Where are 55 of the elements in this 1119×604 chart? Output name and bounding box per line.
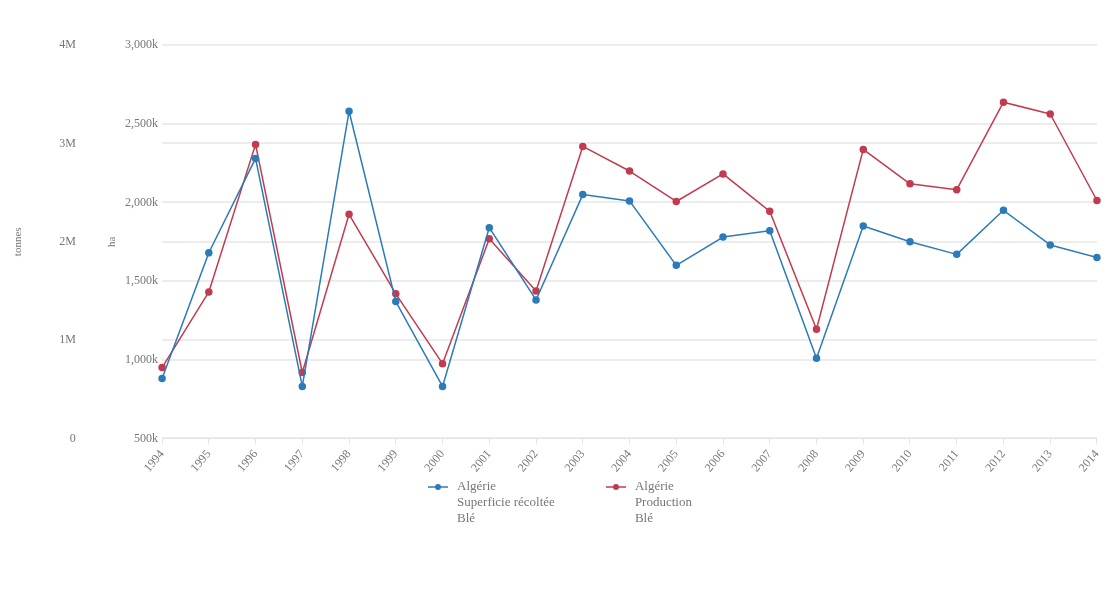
point bbox=[952, 250, 961, 259]
point bbox=[485, 235, 494, 243]
point bbox=[719, 170, 727, 178]
y-tick-label: 500k bbox=[134, 430, 159, 445]
y2-tick-label: 2M bbox=[59, 233, 77, 248]
point bbox=[345, 210, 353, 219]
y-tick-label: 1,500k bbox=[125, 273, 159, 288]
point bbox=[298, 382, 307, 391]
legend-label: Algérie Superficie récoltée Blé bbox=[457, 478, 555, 526]
point bbox=[1093, 196, 1101, 205]
point bbox=[952, 185, 961, 194]
point bbox=[859, 222, 867, 230]
point bbox=[438, 359, 447, 368]
y-axis-title: ha bbox=[105, 236, 118, 247]
point bbox=[625, 197, 634, 205]
y2-tick-label: 1M bbox=[59, 332, 77, 347]
y2-tick-label: 3M bbox=[59, 135, 77, 150]
point bbox=[859, 145, 867, 154]
point bbox=[251, 140, 260, 149]
point bbox=[158, 363, 166, 372]
point bbox=[158, 374, 166, 383]
point bbox=[532, 296, 540, 304]
y-tick-label: 2,500k bbox=[125, 115, 159, 130]
point bbox=[345, 107, 353, 115]
point bbox=[485, 223, 494, 232]
point bbox=[812, 325, 821, 334]
y-tick-label: 2,000k bbox=[125, 194, 159, 209]
point bbox=[579, 142, 587, 151]
point bbox=[906, 180, 914, 188]
point bbox=[1093, 253, 1101, 262]
y-tick-label: 3,000k bbox=[125, 37, 159, 52]
point bbox=[999, 206, 1008, 215]
y2-axis-title: tonnes bbox=[11, 227, 24, 257]
point bbox=[672, 261, 681, 270]
point bbox=[625, 167, 634, 175]
point bbox=[532, 287, 540, 295]
point bbox=[438, 382, 447, 391]
point bbox=[251, 154, 260, 163]
point bbox=[392, 297, 400, 306]
point bbox=[906, 238, 914, 246]
y-tick-label: 1,000k bbox=[125, 351, 159, 366]
point bbox=[1046, 241, 1054, 249]
legend-label: Algérie Production Blé bbox=[634, 478, 692, 526]
point bbox=[672, 197, 681, 206]
point bbox=[205, 249, 213, 257]
point bbox=[719, 233, 727, 241]
point bbox=[766, 227, 774, 235]
point bbox=[766, 207, 774, 216]
point bbox=[812, 354, 821, 362]
point bbox=[205, 288, 213, 296]
point bbox=[1046, 110, 1054, 118]
y2-tick-label: 4M bbox=[59, 37, 77, 52]
point bbox=[579, 190, 587, 199]
y2-tick-label: 0 bbox=[69, 430, 76, 445]
point bbox=[999, 98, 1008, 106]
